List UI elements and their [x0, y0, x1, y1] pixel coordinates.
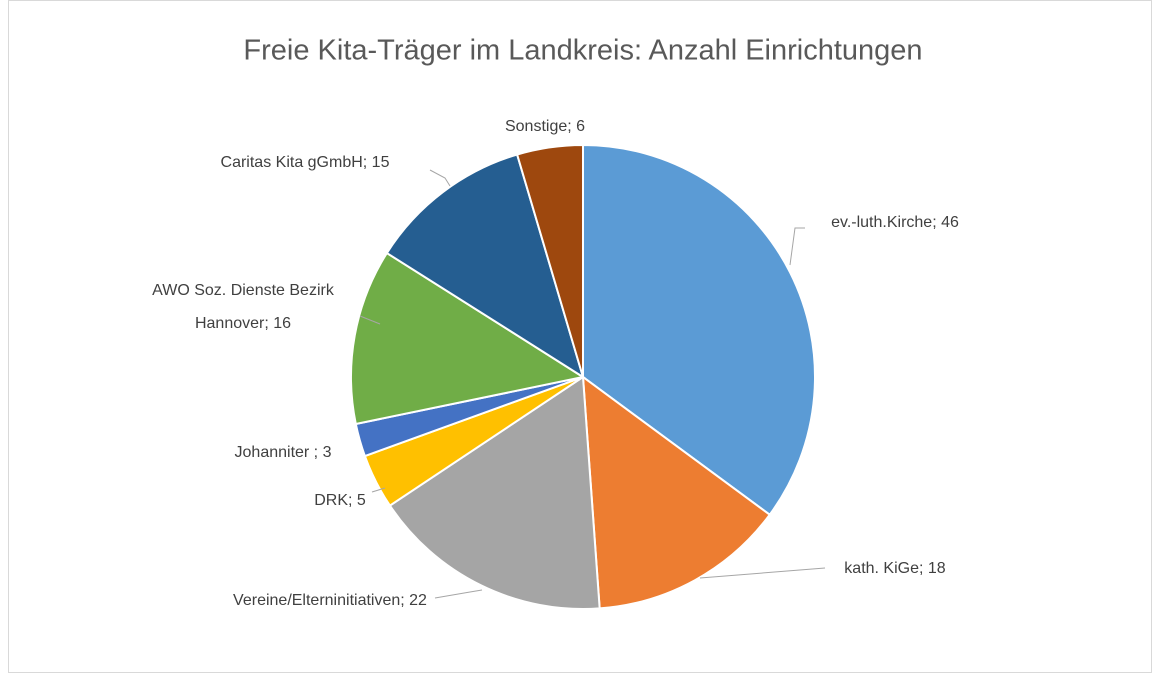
data-label: ev.-luth.Kirche; 46	[831, 214, 959, 231]
pie-slice	[582, 143, 816, 517]
pie-slice	[388, 375, 601, 610]
data-label: Johanniter ; 3	[234, 444, 332, 461]
pie-slice	[515, 143, 584, 378]
leader-line	[359, 315, 381, 325]
leader-line	[371, 487, 386, 493]
data-label: Sonstige; 6	[504, 118, 586, 135]
data-label: DRK; 5	[314, 492, 366, 509]
data-label: Caritas Kita gGmbH; 15	[220, 154, 390, 171]
pie-slice	[385, 153, 585, 380]
leader-line	[789, 227, 805, 266]
chart-title: Freie Kita-Träger im Landkreis: Anzahl E…	[243, 35, 922, 67]
pie-slice	[581, 374, 772, 610]
leader-line	[434, 589, 483, 599]
leader-line	[699, 567, 826, 579]
leader-line	[429, 169, 451, 187]
data-label: kath. KiGe; 18	[844, 560, 946, 577]
pie-slice	[350, 251, 586, 426]
data-label: AWO Soz. Dienste Bezirk Hannover; 16	[152, 282, 334, 332]
data-label: Vereine/Elterninitiativen; 22	[233, 592, 427, 609]
